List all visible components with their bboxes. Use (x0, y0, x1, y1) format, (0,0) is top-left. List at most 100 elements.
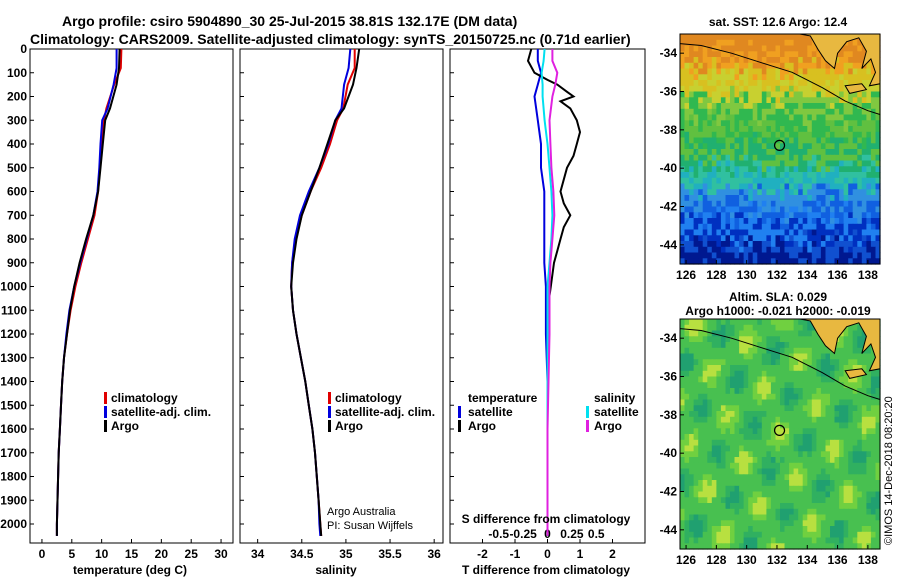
map-cell (802, 85, 808, 93)
map-cell (852, 108, 858, 116)
map-cell (825, 143, 831, 150)
map-cell (743, 172, 749, 179)
map-cell (730, 405, 736, 412)
map-cell (707, 108, 713, 116)
x-tick-label: 20 (155, 547, 169, 561)
map-cell (870, 131, 876, 139)
map-cell (739, 218, 745, 225)
map-cell (684, 218, 690, 225)
map-cell (830, 411, 836, 418)
map-cell (770, 235, 776, 242)
map-cell (698, 149, 704, 156)
map-cell (839, 80, 845, 87)
map-cell (707, 51, 713, 58)
map-cell (875, 183, 881, 190)
map-cell (866, 126, 872, 133)
y-tick-label: 1400 (0, 375, 27, 389)
map-cell (730, 177, 736, 185)
map-cell (802, 439, 808, 447)
map-cell (866, 85, 872, 93)
map-cell (770, 74, 776, 81)
map-cell (789, 212, 795, 219)
map-cell (839, 411, 845, 418)
map-cell (811, 223, 817, 231)
map-cell (825, 68, 831, 75)
map-cell (734, 411, 740, 418)
map-cell (761, 229, 767, 236)
map-cell (739, 200, 745, 208)
map-cell (698, 160, 704, 167)
map-cell (839, 252, 845, 259)
map-cell (861, 353, 867, 360)
map-cell (811, 353, 817, 360)
map-cell (798, 241, 804, 248)
map-cell (689, 246, 695, 254)
map-cell (752, 359, 758, 366)
map-cell (793, 503, 799, 510)
map-cell (730, 336, 736, 343)
map-cell (761, 137, 767, 144)
map-cell (743, 252, 749, 259)
map-cell (789, 474, 795, 481)
map-cell (702, 416, 708, 424)
map-cell (793, 97, 799, 104)
temperature-legend: climatology satellite-adj. clim. Argo (104, 391, 211, 433)
map-cell (780, 246, 786, 254)
map-cell (825, 97, 831, 104)
map-cell (684, 324, 690, 332)
map-cell (761, 399, 767, 406)
map-cell (789, 149, 795, 156)
map-cell (780, 57, 786, 64)
map-cell (739, 51, 745, 58)
map-cell (843, 85, 849, 93)
map-cell (825, 416, 831, 424)
map-cell (761, 166, 767, 173)
map-cell (789, 206, 795, 213)
map-cell (716, 103, 722, 110)
map-cell (852, 445, 858, 452)
map-cell (802, 218, 808, 225)
map-cell (720, 183, 726, 190)
map-cell (834, 68, 840, 75)
y-tick-label: 700 (7, 208, 27, 222)
map-cell (739, 177, 745, 185)
map-cell (761, 370, 767, 378)
map-cell (811, 537, 817, 544)
map-cell (839, 160, 845, 167)
map-cell (752, 137, 758, 144)
map-cell (770, 108, 776, 116)
map-cell (698, 347, 704, 355)
map-cell (875, 531, 881, 539)
map-cell (680, 468, 686, 475)
map-cell (793, 399, 799, 406)
map-cell (698, 200, 704, 208)
map-cell (734, 241, 740, 248)
map-cell (802, 526, 808, 533)
map-cell (816, 393, 822, 401)
map-cell (711, 411, 717, 418)
map-cell (866, 97, 872, 104)
map-cell (784, 91, 790, 98)
map-cell (870, 480, 876, 487)
map-cell (680, 166, 686, 173)
map-cell (798, 365, 804, 372)
map-cell (861, 172, 867, 179)
map-cell (693, 229, 699, 236)
map-cell (875, 103, 881, 110)
map-cell (839, 342, 845, 349)
map-cell (834, 359, 840, 366)
map-cell (770, 422, 776, 429)
map-cell (739, 503, 745, 510)
map-cell (739, 68, 745, 75)
map-cell (748, 342, 754, 349)
map-cell (811, 91, 817, 98)
map-cell (734, 319, 740, 326)
map-cell (757, 120, 763, 127)
map-cell (830, 514, 836, 521)
map-cell (707, 85, 713, 93)
map-cell (839, 91, 845, 98)
map-cell (820, 439, 826, 447)
map-cell (780, 428, 786, 435)
map-cell (811, 154, 817, 162)
y-tick-label: 1500 (0, 398, 27, 412)
